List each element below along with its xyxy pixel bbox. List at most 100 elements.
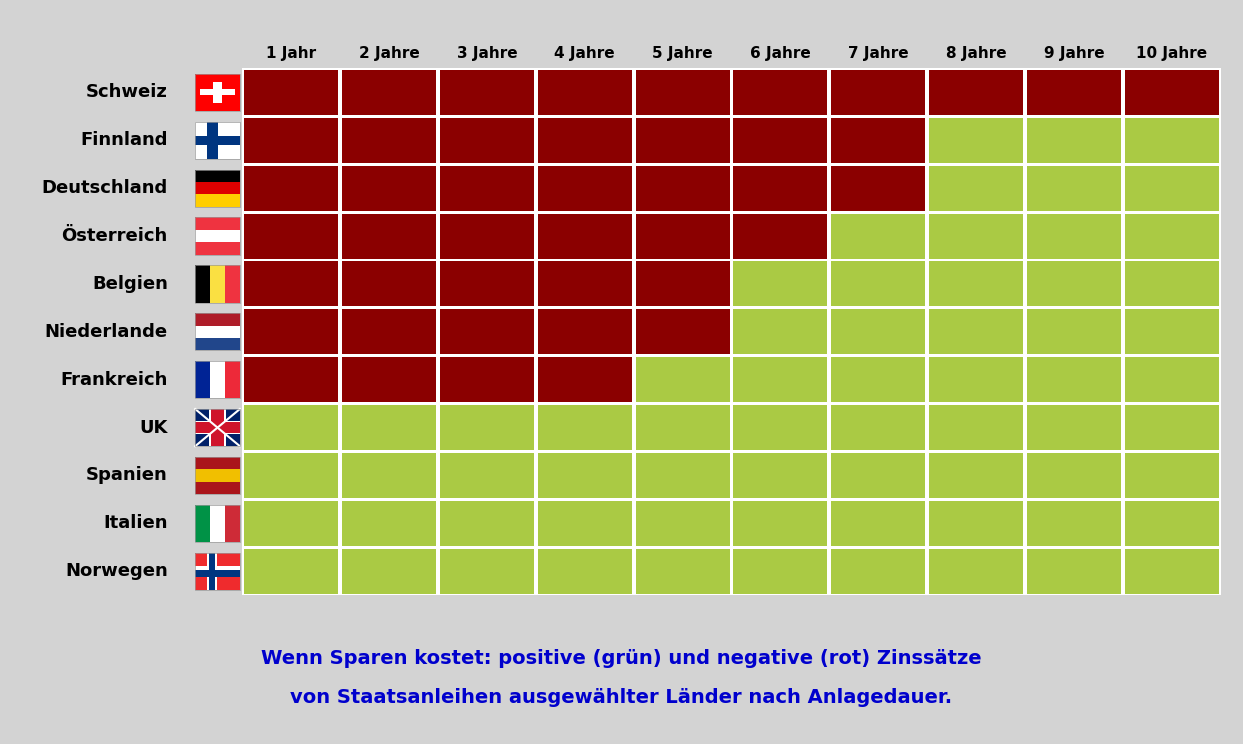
Text: 3 Jahre: 3 Jahre	[456, 46, 517, 61]
Bar	[244, 118, 338, 163]
Bar	[1125, 70, 1218, 115]
Bar	[538, 310, 631, 354]
Bar	[1125, 166, 1218, 211]
Bar	[195, 481, 240, 494]
Bar	[211, 409, 224, 446]
Bar	[635, 70, 730, 115]
Bar	[832, 453, 925, 498]
Bar	[832, 501, 925, 546]
Bar	[342, 453, 436, 498]
Bar	[929, 70, 1023, 115]
Text: Norwegen: Norwegen	[65, 562, 168, 580]
Text: 7 Jahre: 7 Jahre	[848, 46, 909, 61]
Bar	[440, 310, 534, 354]
Bar	[342, 549, 436, 594]
Bar	[244, 405, 338, 450]
Bar	[538, 501, 631, 546]
Bar	[929, 166, 1023, 211]
Bar	[440, 549, 534, 594]
Text: 4 Jahre: 4 Jahre	[554, 46, 615, 61]
Bar	[195, 217, 240, 254]
Text: 2 Jahre: 2 Jahre	[359, 46, 419, 61]
Bar	[195, 421, 240, 434]
Bar	[342, 70, 436, 115]
Bar	[832, 549, 925, 594]
Bar	[929, 549, 1023, 594]
Bar	[1027, 501, 1121, 546]
Bar	[195, 230, 240, 243]
Bar	[195, 243, 240, 254]
Bar	[440, 70, 534, 115]
Bar	[195, 217, 240, 230]
Bar	[244, 166, 338, 211]
Bar	[538, 549, 631, 594]
Bar	[195, 74, 240, 111]
Bar	[1027, 357, 1121, 403]
Bar	[832, 70, 925, 115]
Bar	[195, 457, 240, 469]
Bar	[1027, 70, 1121, 115]
Bar	[210, 266, 225, 303]
Bar	[342, 166, 436, 211]
Bar	[832, 261, 925, 307]
Bar	[929, 453, 1023, 498]
Bar	[538, 261, 631, 307]
Bar	[440, 501, 534, 546]
Bar	[200, 89, 235, 95]
Bar	[635, 453, 730, 498]
Bar	[225, 361, 240, 398]
Bar	[342, 405, 436, 450]
Bar	[342, 501, 436, 546]
Text: Belgien: Belgien	[92, 275, 168, 293]
Bar	[210, 409, 225, 446]
Bar	[244, 501, 338, 546]
Bar	[1027, 310, 1121, 354]
Bar	[210, 361, 225, 398]
Bar	[342, 214, 436, 258]
Bar	[733, 549, 828, 594]
Bar	[1027, 214, 1121, 258]
Bar	[733, 453, 828, 498]
Bar	[929, 405, 1023, 450]
Bar	[195, 313, 240, 350]
Bar	[342, 310, 436, 354]
Bar	[195, 338, 240, 350]
Bar	[635, 310, 730, 354]
Text: 5 Jahre: 5 Jahre	[653, 46, 713, 61]
Bar	[440, 166, 534, 211]
Bar	[1125, 118, 1218, 163]
Bar	[195, 566, 240, 576]
Text: Österreich: Österreich	[62, 227, 168, 245]
Bar	[195, 122, 240, 159]
Bar	[635, 118, 730, 163]
Text: Deutschland: Deutschland	[41, 179, 168, 197]
Bar	[733, 261, 828, 307]
Bar	[195, 553, 240, 590]
Bar	[244, 310, 338, 354]
Bar	[195, 409, 240, 446]
Bar	[195, 504, 240, 542]
Bar	[538, 405, 631, 450]
Bar	[929, 214, 1023, 258]
Bar	[1125, 501, 1218, 546]
Bar	[195, 423, 240, 433]
Bar	[635, 501, 730, 546]
Text: Niederlande: Niederlande	[45, 323, 168, 341]
Text: Schweiz: Schweiz	[86, 83, 168, 101]
Bar	[195, 457, 240, 494]
Bar	[195, 194, 240, 207]
Bar	[832, 118, 925, 163]
Bar	[832, 310, 925, 354]
Bar	[1027, 405, 1121, 450]
Bar	[635, 405, 730, 450]
Bar	[538, 214, 631, 258]
Bar	[440, 118, 534, 163]
Bar	[733, 70, 828, 115]
Bar	[206, 122, 218, 159]
Bar	[635, 549, 730, 594]
Bar	[440, 357, 534, 403]
Bar	[195, 170, 240, 207]
Bar	[440, 214, 534, 258]
Bar	[195, 553, 240, 590]
Bar	[733, 310, 828, 354]
